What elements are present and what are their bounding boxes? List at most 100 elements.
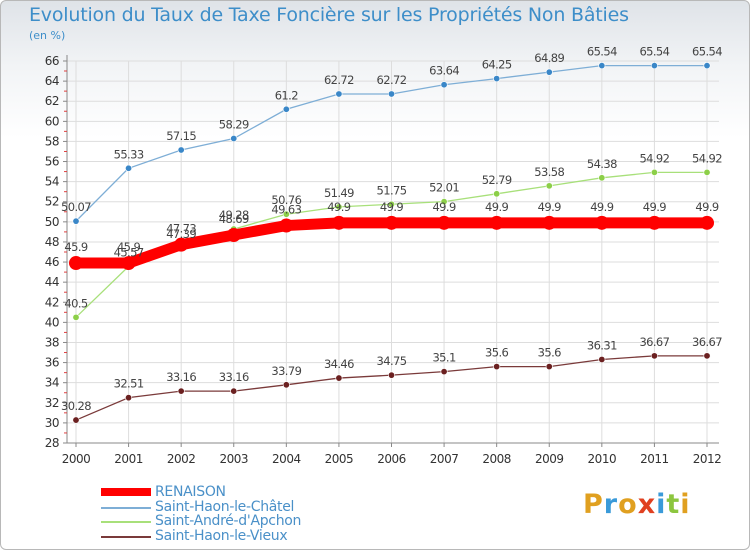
logo-letter: o [618,489,638,520]
x-tick-label: 2004 [272,452,301,466]
data-point [493,363,501,371]
data-label: 50.07 [61,200,91,214]
data-label: 51.75 [377,183,407,197]
data-label: 45.57 [114,245,144,259]
data-point [489,215,504,230]
legend-label: Saint-André-d'Apchon [155,513,302,529]
data-point [174,237,189,252]
data-label: 52.01 [429,181,459,195]
data-label: 36.67 [639,335,669,349]
data-point [437,215,452,230]
data-point [177,146,185,154]
data-point [700,215,714,230]
logo-letter: t [666,489,681,520]
data-label: 49.9 [432,200,455,214]
data-label: 30.28 [61,399,91,413]
data-point [282,381,290,389]
data-label: 34.46 [324,357,354,371]
y-tick-label: 64 [45,74,59,88]
y-tick-label: 52 [45,195,59,209]
y-tick-label: 48 [45,235,59,249]
x-tick-label: 2000 [62,452,91,466]
data-point [647,215,662,230]
y-tick-label: 66 [45,54,59,68]
data-label: 48.69 [219,212,249,226]
data-point [594,215,609,230]
data-label: 54.92 [692,151,722,165]
data-label: 64.89 [534,51,564,65]
data-label: 49.9 [380,200,403,214]
y-tick-label: 40 [45,315,59,329]
data-point [335,374,343,382]
data-label: 49.63 [271,203,301,217]
data-point [279,218,294,233]
data-label: 49.9 [327,200,350,214]
data-label: 35.6 [485,346,508,360]
y-tick-label: 58 [45,134,59,148]
data-point [230,135,238,143]
data-point [282,105,290,113]
logo-letter: i [656,489,667,520]
x-tick-label: 2007 [430,452,459,466]
data-point [69,256,83,271]
data-point [230,387,238,395]
data-label: 55.33 [114,147,144,161]
chart-title: Evolution du Taux de Taxe Foncière sur l… [29,4,629,26]
y-tick-label: 56 [45,155,59,169]
data-point [650,62,658,70]
legend-label: RENAISON [155,484,226,500]
data-label: 65.54 [692,45,722,59]
data-label: 33.16 [166,370,196,384]
logo-letter: r [603,489,619,520]
series-3 [72,352,711,424]
data-point [121,256,136,271]
x-tick-label: 2011 [640,452,669,466]
data-label: 35.1 [432,351,455,365]
data-label: 49.28 [219,208,249,222]
data-label: 54.92 [639,151,669,165]
data-point [72,217,80,225]
legend-label: Saint-Haon-le-Châtel [155,498,295,515]
x-tick-label: 2003 [219,452,248,466]
data-label: 51.49 [324,186,354,200]
data-point [545,363,553,371]
data-point [440,198,448,206]
x-tick-label: 2001 [114,452,143,466]
data-label: 35.6 [538,346,561,360]
data-label: 49.9 [695,200,718,214]
data-label: 50.76 [271,193,301,207]
data-label: 33.79 [271,364,301,378]
data-point [387,371,395,379]
data-point [72,313,80,321]
logo-letter: x [637,489,657,520]
y-tick-label: 28 [45,436,59,450]
data-point [703,352,711,360]
y-tick-label: 38 [45,335,59,349]
chart-subtitle: (en %) [29,29,66,42]
data-label: 47.73 [166,222,196,236]
y-tick-label: 32 [45,396,59,410]
y-tick-label: 44 [45,275,59,289]
data-point [493,75,501,83]
x-tick-label: 2012 [693,452,722,466]
y-tick-label: 36 [45,356,59,370]
data-point [598,62,606,70]
data-point [72,416,80,424]
data-label: 65.54 [639,45,669,59]
data-label: 49.9 [538,200,561,214]
data-point [331,215,346,230]
data-point [598,174,606,182]
x-tick-label: 2009 [535,452,564,466]
data-label: 58.29 [219,118,249,132]
data-label: 54.38 [587,157,617,171]
data-label: 49.9 [485,200,508,214]
legend-swatch [101,488,151,496]
data-label: 53.58 [534,165,564,179]
data-label: 62.72 [324,73,354,87]
data-point [282,210,290,218]
data-label: 33.16 [219,370,249,384]
data-point [703,168,711,176]
legend-swatch [101,535,151,538]
data-point [226,228,241,243]
